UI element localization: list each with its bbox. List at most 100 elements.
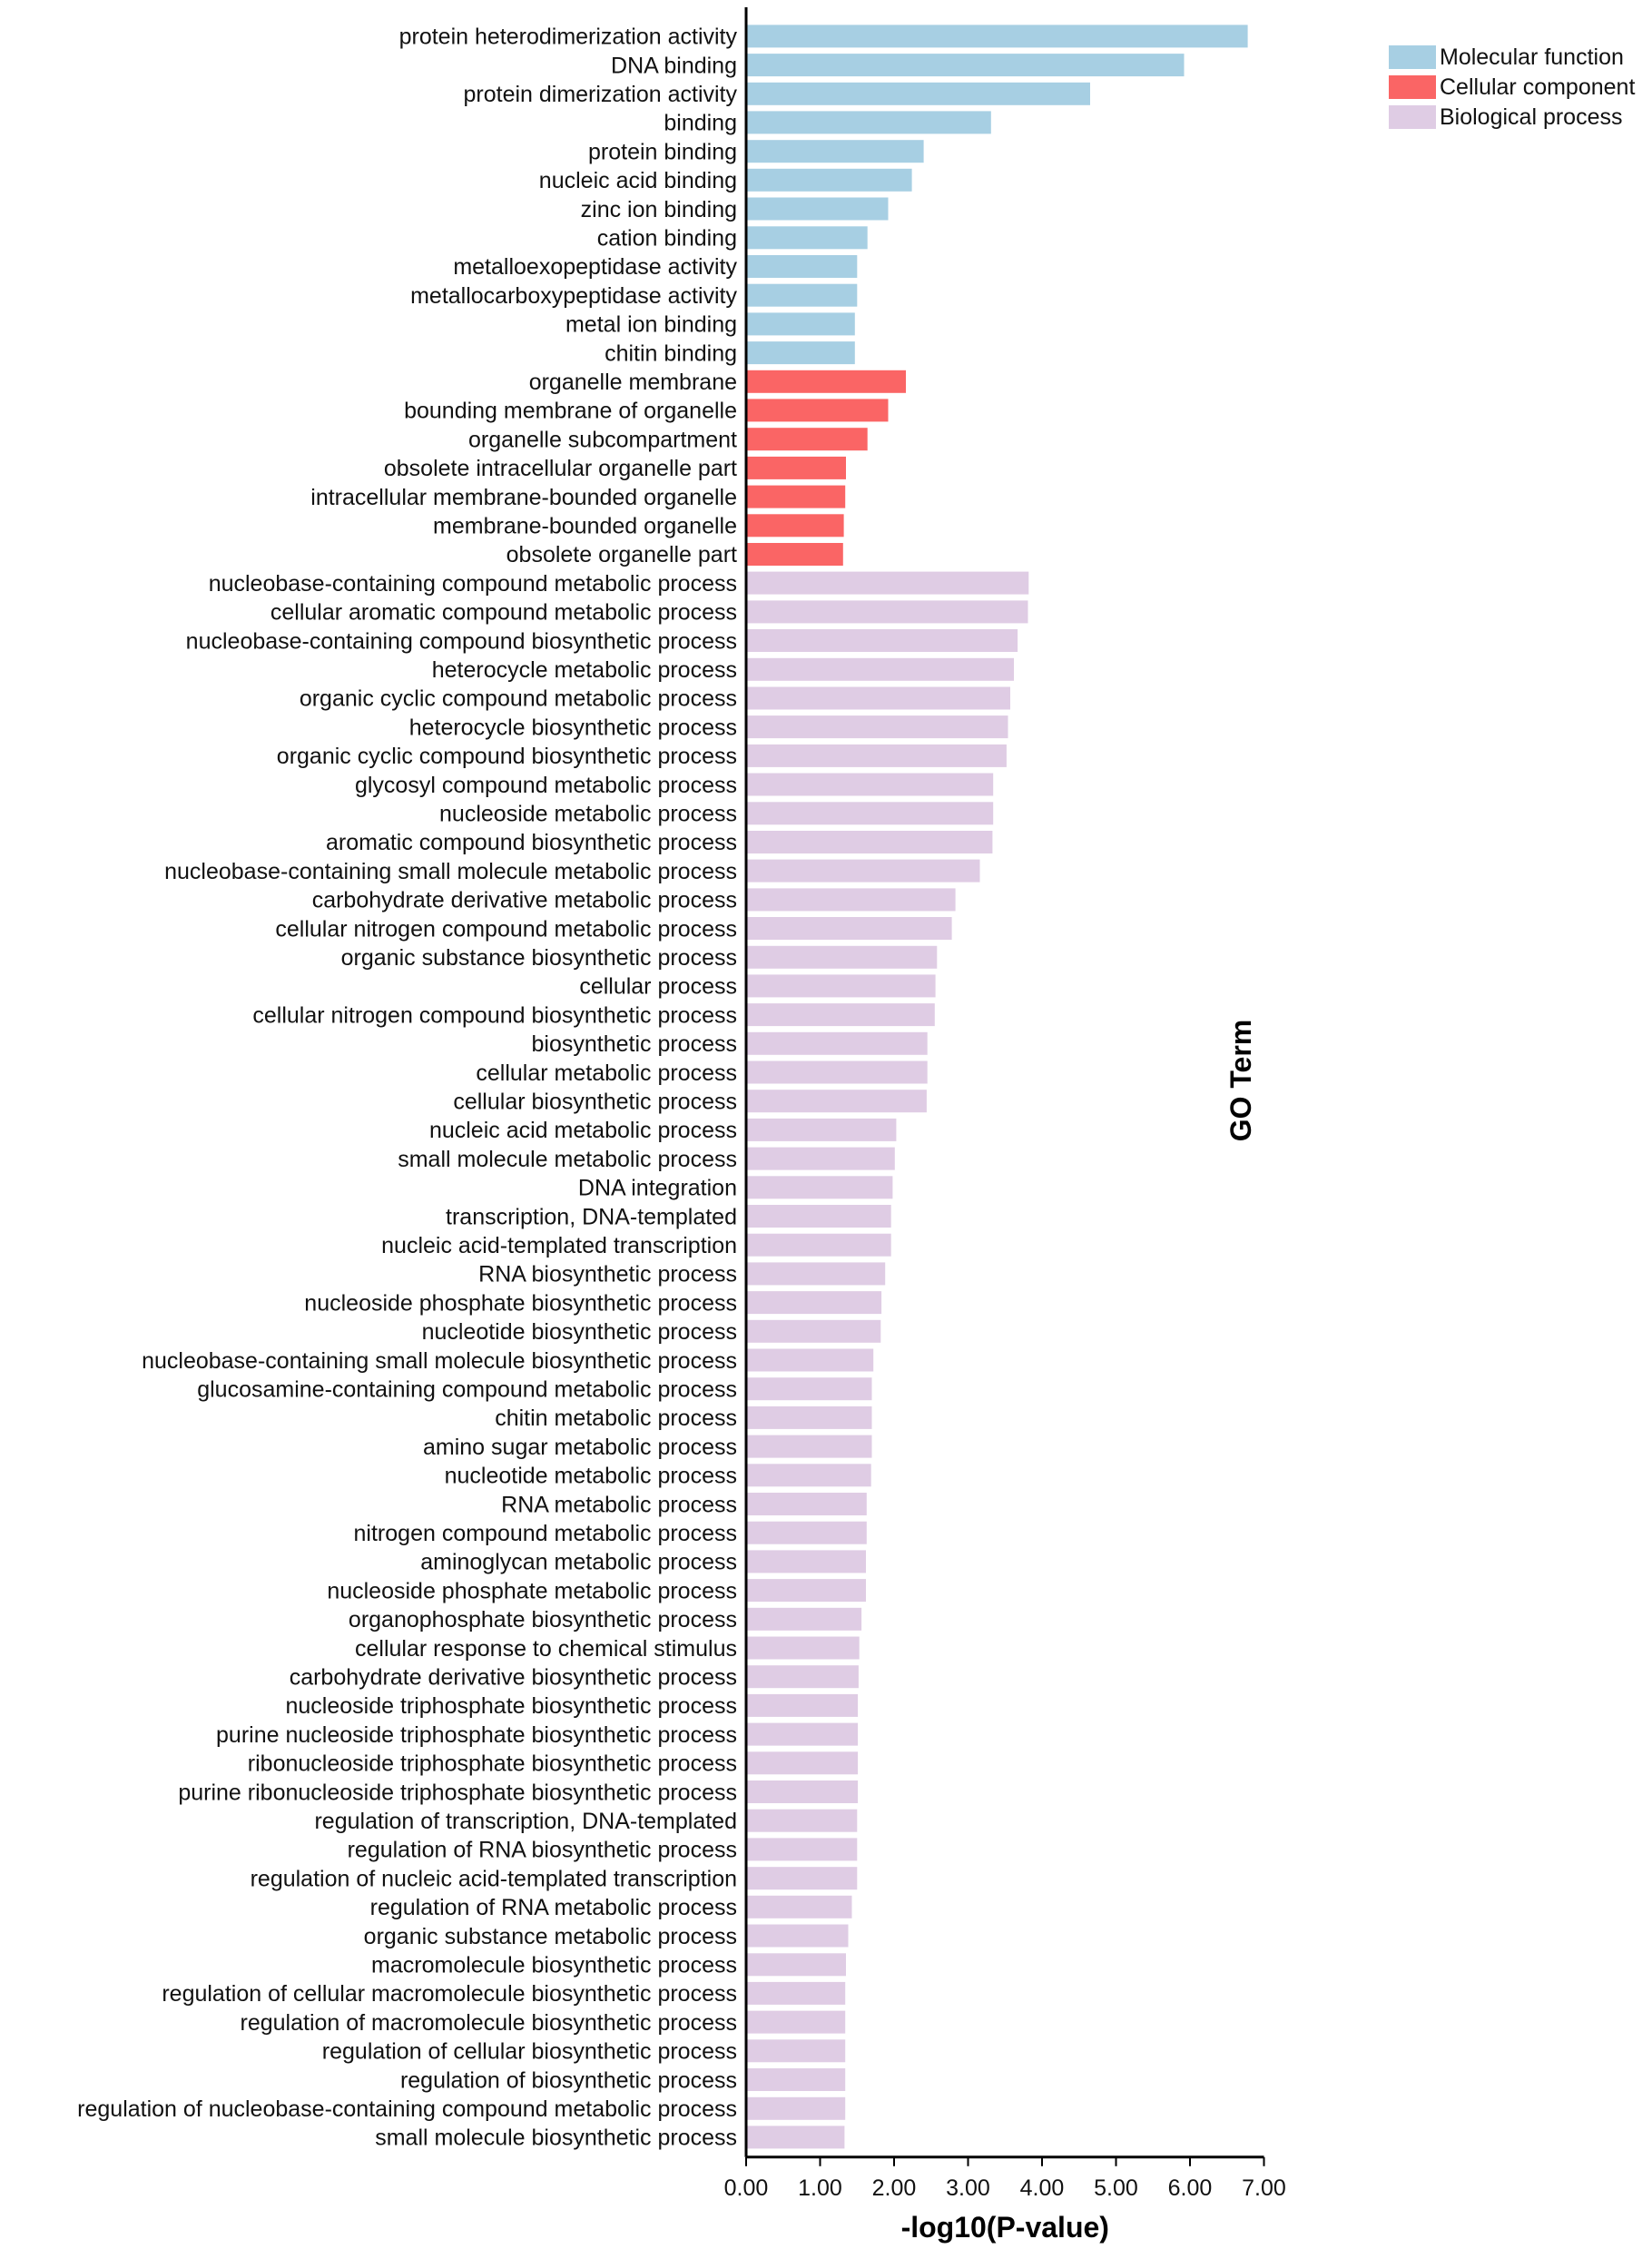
category-label: nucleotide biosynthetic process	[422, 1319, 737, 1345]
x-tick-label: 4.00	[1020, 2175, 1065, 2201]
bar-aromatic-compound-biosynthetic-process	[746, 831, 993, 853]
bar-organelle-membrane	[746, 370, 906, 393]
category-label: nucleobase-containing small molecule bio…	[142, 1348, 737, 1374]
bar-regulation-of-macromolecule-biosynthetic-process	[746, 2010, 846, 2034]
category-label: metallocarboxypeptidase activity	[410, 283, 737, 309]
category-label: regulation of biosynthetic process	[400, 2067, 737, 2093]
bar-dna-binding	[746, 54, 1185, 77]
bar-obsolete-intracellular-organelle-part	[746, 456, 846, 479]
bar-organic-cyclic-compound-metabolic-process	[746, 686, 1010, 710]
bar-nucleoside-phosphate-biosynthetic-process	[746, 1291, 882, 1315]
category-label: organelle subcompartment	[468, 427, 737, 452]
legend-swatch	[1389, 45, 1436, 69]
category-label: ribonucleoside triphosphate biosynthetic…	[248, 1751, 737, 1777]
category-label: membrane-bounded organelle	[433, 514, 737, 539]
category-label: chitin binding	[605, 340, 737, 366]
category-label: cation binding	[597, 226, 737, 252]
bar-nucleic-acid-metabolic-process	[746, 1118, 897, 1141]
bar-carbohydrate-derivative-biosynthetic-process	[746, 1665, 859, 1689]
category-label: cellular nitrogen compound biosynthetic …	[252, 1002, 737, 1028]
category-label: cellular nitrogen compound metabolic pro…	[275, 916, 737, 942]
bars-layer	[746, 25, 1248, 2149]
category-label: cellular biosynthetic process	[453, 1090, 737, 1115]
category-label: nucleoside phosphate metabolic process	[327, 1578, 737, 1603]
bar-small-molecule-metabolic-process	[746, 1147, 895, 1170]
x-tick-label: 2.00	[872, 2175, 917, 2201]
bar-zinc-ion-binding	[746, 197, 889, 221]
category-label: protein dimerization activity	[463, 82, 737, 107]
category-label: regulation of cellular macromolecule bio…	[162, 1981, 737, 2007]
bar-purine-nucleoside-triphosphate-biosynthetic-process	[746, 1722, 859, 1746]
legend-label: Cellular component	[1440, 74, 1635, 100]
bar-organophosphate-biosynthetic-process	[746, 1607, 862, 1631]
bar-cellular-aromatic-compound-metabolic-process	[746, 600, 1028, 624]
bar-metal-ion-binding	[746, 312, 855, 336]
bar-chitin-metabolic-process	[746, 1406, 872, 1429]
category-label: regulation of transcription, DNA-templat…	[314, 1809, 737, 1834]
bar-nucleoside-phosphate-metabolic-process	[746, 1579, 866, 1603]
category-label: regulation of nucleic acid-templated tra…	[251, 1866, 737, 1891]
legend-swatch	[1389, 105, 1436, 129]
bar-rna-biosynthetic-process	[746, 1262, 886, 1286]
bar-regulation-of-cellular-biosynthetic-process	[746, 2039, 846, 2063]
bar-binding	[746, 111, 991, 134]
category-label: cellular aromatic compound metabolic pro…	[270, 600, 737, 626]
bar-organic-substance-biosynthetic-process	[746, 945, 938, 969]
bar-membrane-bounded-organelle	[746, 514, 844, 538]
bar-heterocycle-metabolic-process	[746, 657, 1014, 681]
bar-purine-ribonucleoside-triphosphate-biosynthetic-process	[746, 1780, 859, 1803]
bar-nucleobase-containing-small-molecule-metabolic-process	[746, 859, 980, 883]
bar-cellular-nitrogen-compound-metabolic-process	[746, 917, 952, 940]
bar-cellular-metabolic-process	[746, 1060, 928, 1084]
category-label: heterocycle biosynthetic process	[409, 715, 737, 740]
bar-metalloexopeptidase-activity	[746, 255, 858, 278]
bar-regulation-of-nucleic-acid-templated-transcription	[746, 1867, 858, 1890]
bar-glycosyl-compound-metabolic-process	[746, 773, 994, 796]
category-label: nucleoside metabolic process	[439, 802, 737, 827]
bar-obsolete-organelle-part	[746, 543, 843, 566]
legend: Molecular function Cellular component Biol…	[1389, 44, 1635, 130]
bar-nucleotide-biosynthetic-process	[746, 1319, 881, 1343]
category-label: regulation of RNA biosynthetic process	[348, 1838, 737, 1863]
category-label: cellular response to chemical stimulus	[355, 1636, 737, 1662]
category-label: transcription, DNA-templated	[446, 1204, 737, 1229]
category-label: intracellular membrane-bounded organelle	[310, 485, 737, 510]
axes-layer	[744, 7, 1264, 2159]
category-label: cellular process	[579, 974, 737, 1000]
category-label: regulation of macromolecule biosynthetic…	[241, 2010, 738, 2036]
category-label: zinc ion binding	[581, 197, 737, 222]
bar-regulation-of-transcription-dna-templated	[746, 1809, 858, 1832]
category-label: metalloexopeptidase activity	[453, 254, 737, 280]
bar-cellular-process	[746, 974, 936, 998]
category-label: RNA biosynthetic process	[478, 1262, 737, 1287]
category-label: biosynthetic process	[531, 1031, 737, 1057]
bar-organic-cyclic-compound-biosynthetic-process	[746, 744, 1007, 767]
legend-swatch	[1389, 75, 1436, 99]
bar-cellular-response-to-chemical-stimulus	[746, 1636, 860, 1660]
category-label: amino sugar metabolic process	[423, 1435, 737, 1460]
bar-dna-integration	[746, 1176, 893, 1199]
category-label: nucleoside triphosphate biosynthetic pro…	[285, 1693, 737, 1719]
bar-nucleoside-triphosphate-biosynthetic-process	[746, 1693, 859, 1717]
category-label: small molecule metabolic process	[398, 1147, 737, 1172]
category-label: glycosyl compound metabolic process	[355, 773, 737, 798]
category-label: RNA metabolic process	[501, 1492, 737, 1517]
category-label: cellular metabolic process	[476, 1060, 737, 1086]
category-label: obsolete organelle part	[506, 542, 737, 567]
category-label: regulation of cellular biosynthetic proc…	[322, 2039, 737, 2065]
category-label: protein heterodimerization activity	[399, 25, 738, 50]
bar-regulation-of-rna-biosynthetic-process	[746, 1838, 858, 1861]
category-label: organic substance metabolic process	[364, 1924, 737, 1949]
category-label: purine nucleoside triphosphate biosynthe…	[216, 1722, 737, 1748]
bar-nucleoside-metabolic-process	[746, 802, 994, 825]
bar-protein-heterodimerization-activity	[746, 25, 1248, 48]
bar-intracellular-membrane-bounded-organelle	[746, 485, 846, 508]
x-tick-label: 1.00	[798, 2175, 842, 2201]
bar-chitin-binding	[746, 341, 855, 365]
bar-regulation-of-biosynthetic-process	[746, 2068, 846, 2091]
legend-label: Molecular function	[1440, 44, 1624, 70]
category-label: carbohydrate derivative biosynthetic pro…	[290, 1665, 737, 1691]
category-label: nucleic acid binding	[539, 168, 737, 193]
bar-macromolecule-biosynthetic-process	[746, 1953, 846, 1977]
